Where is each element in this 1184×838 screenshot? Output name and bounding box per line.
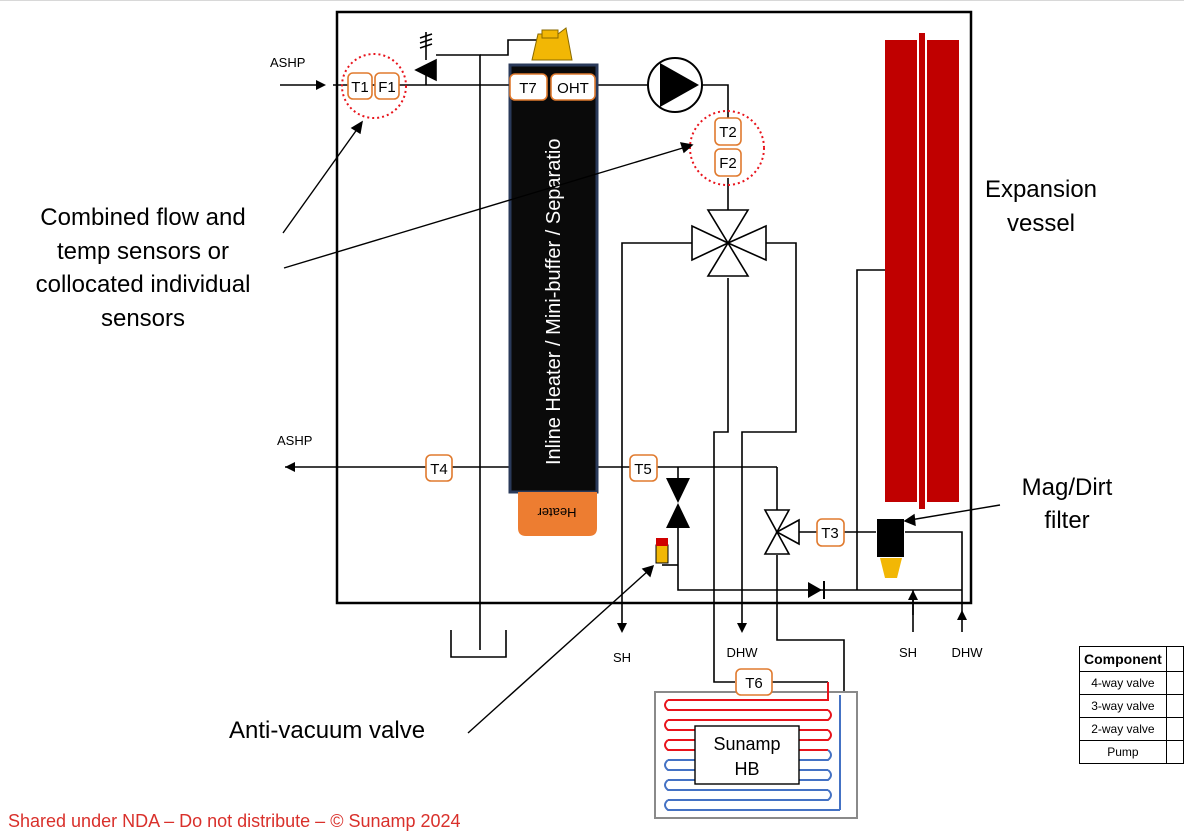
unit-enclosure (335, 10, 973, 605)
four-way-valve (691, 209, 767, 277)
svg-text:T2: T2 (719, 124, 737, 141)
combined-sensors-callout-3: collocated individual (36, 271, 251, 298)
svg-text:T1: T1 (351, 79, 369, 96)
mag-filter-label-2: filter (1044, 507, 1089, 534)
table-row: Pump (1079, 740, 1184, 764)
sensor-t2: T2 (714, 117, 742, 146)
svg-text:OHT: OHT (557, 80, 589, 97)
expansion-vessel-label-1: Expansion (985, 176, 1097, 203)
ashp-inlet-label: ASHP (270, 55, 305, 70)
dhw-right-label: DHW (951, 645, 983, 660)
table-header-extra (1165, 646, 1184, 672)
automatic-air-vent (531, 27, 573, 61)
sh-left-label: SH (613, 650, 631, 665)
svg-text:T6: T6 (745, 675, 763, 692)
table-row: 3-way valve (1079, 694, 1184, 718)
sensor-oht: OHT (550, 73, 596, 101)
three-way-valve (763, 509, 800, 555)
svg-text:T4: T4 (430, 461, 448, 478)
highlight-circle-t1-f1 (341, 53, 407, 119)
component-table: Component 4-way valve 3-way valve 2-way … (1079, 646, 1184, 764)
circulating-pump (647, 57, 703, 113)
two-way-valve (666, 478, 690, 528)
svg-text:T7: T7 (519, 80, 537, 97)
pressure-relief-valve (414, 32, 437, 82)
table-header: Component (1079, 646, 1167, 672)
table-row: 2-way valve (1079, 717, 1184, 741)
svg-text:T5: T5 (634, 461, 652, 478)
pipework (280, 39, 963, 695)
svg-text:F2: F2 (719, 155, 737, 172)
anti-vacuum-callout: Anti-vacuum valve (229, 717, 425, 744)
sh-right-label: SH (899, 645, 917, 660)
mag-filter-label-1: Mag/Dirt (1022, 474, 1113, 501)
expansion-vessel (885, 31, 959, 511)
sensor-t3: T3 (816, 518, 845, 547)
sensor-t7: T7 (509, 73, 548, 101)
sensor-t6: T6 (735, 668, 773, 696)
check-valve (808, 581, 825, 599)
highlight-circle-t2-f2 (689, 110, 765, 186)
sensor-t5: T5 (629, 454, 658, 482)
table-row: 4-way valve (1079, 671, 1184, 695)
sensor-t1: T1 (347, 72, 373, 100)
sensors: T1 F1 T7 OHT T2 F2 T4 T5 (347, 72, 845, 696)
expansion-vessel-label-2: vessel (1007, 210, 1075, 237)
svg-text:T3: T3 (821, 525, 839, 542)
heater-label: Heater (537, 505, 577, 520)
combined-sensors-callout-1: Combined flow and (40, 204, 245, 231)
combined-sensors-callout-4: sensors (101, 305, 185, 332)
sunamp-heat-battery: Sunamp HB (654, 682, 858, 819)
sensor-t4: T4 (425, 454, 453, 482)
flow-arrows (285, 80, 967, 633)
inline-heater-body (508, 63, 599, 494)
ashp-outlet-label: ASHP (277, 433, 312, 448)
top-border (0, 0, 1184, 1)
sensor-f1: F1 (374, 72, 400, 100)
sensor-f2: F2 (714, 148, 742, 177)
sunamp-label-1: Sunamp (713, 734, 780, 754)
sunamp-label-2: HB (734, 759, 759, 779)
dhw-mid-label: DHW (726, 645, 758, 660)
mag-dirt-filter (877, 519, 904, 578)
callout-leaders (282, 120, 1001, 734)
combined-sensors-callout-2: temp sensors or (57, 238, 229, 265)
confidentiality-footer: Shared under NDA – Do not distribute – ©… (8, 811, 461, 831)
heater-element (518, 492, 597, 536)
inline-heater-label: Inline Heater / Mini-buffer / Separatio (543, 139, 565, 465)
svg-text:F1: F1 (378, 79, 396, 96)
anti-vacuum-valve (655, 538, 669, 564)
